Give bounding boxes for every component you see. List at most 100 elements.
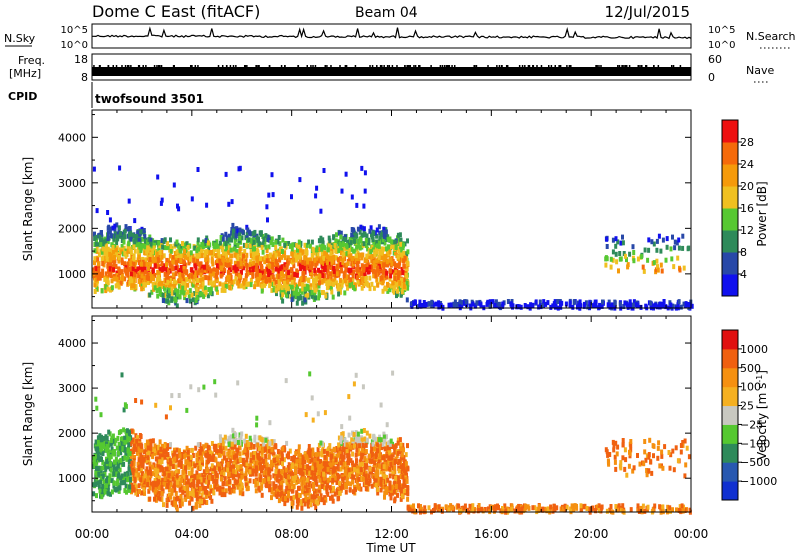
data-cell <box>181 253 185 259</box>
data-cell <box>244 273 248 279</box>
data-cell <box>103 250 107 256</box>
freq-jitter-mark <box>314 65 317 67</box>
data-cell <box>282 466 286 472</box>
data-cell <box>313 292 316 298</box>
data-cell <box>160 238 164 244</box>
data-cell <box>605 244 609 249</box>
data-cell <box>324 479 328 485</box>
freq-jitter-mark <box>657 65 660 67</box>
data-cell <box>293 242 297 248</box>
data-cell <box>166 279 170 285</box>
freq-jitter-mark <box>496 65 498 67</box>
freq-jitter-mark <box>257 65 259 67</box>
data-cell <box>198 502 202 508</box>
data-cell <box>364 275 368 281</box>
data-cell <box>201 281 205 287</box>
data-cell <box>295 268 299 274</box>
data-cell <box>230 444 234 450</box>
data-cell <box>271 450 275 456</box>
data-cell <box>377 239 381 245</box>
data-cell <box>322 267 326 273</box>
data-cell <box>372 260 376 266</box>
data-cell <box>271 264 275 270</box>
freq-label-2: [MHz] <box>9 67 41 80</box>
data-cell <box>471 301 475 307</box>
data-cell <box>618 256 622 262</box>
data-cell <box>355 275 359 281</box>
data-cell <box>261 256 265 262</box>
data-cell <box>112 480 116 486</box>
data-cell <box>306 457 310 463</box>
data-cell <box>135 234 139 239</box>
data-cell <box>360 285 364 291</box>
data-cell <box>300 505 304 511</box>
data-cell <box>127 241 131 247</box>
freq-jitter-mark <box>419 65 421 67</box>
data-cell <box>328 469 332 475</box>
data-cell <box>130 428 134 434</box>
data-cell <box>149 237 153 243</box>
data-cell <box>183 453 187 459</box>
data-cell <box>486 299 490 305</box>
freq-jitter-mark <box>344 65 347 67</box>
data-cell <box>127 266 131 272</box>
data-cell <box>458 299 462 305</box>
data-cell <box>632 258 636 264</box>
data-cell <box>578 299 582 305</box>
data-cell <box>106 268 110 274</box>
freq-jitter-mark <box>268 65 271 67</box>
nsearch-label: N.Search <box>746 30 796 43</box>
data-cell <box>368 254 372 260</box>
freq-jitter-mark <box>625 65 628 67</box>
data-cell <box>363 258 367 264</box>
data-cell <box>232 488 236 494</box>
data-cell <box>380 246 384 252</box>
data-cell <box>101 483 105 489</box>
data-cell <box>171 272 175 278</box>
data-cell <box>145 466 149 472</box>
data-cell <box>319 493 323 499</box>
data-cell <box>160 254 164 260</box>
data-cell <box>141 259 145 265</box>
data-cell <box>175 303 179 309</box>
data-cell <box>165 270 169 276</box>
data-cell <box>230 472 234 478</box>
data-cell <box>126 272 130 278</box>
data-cell <box>274 288 278 294</box>
data-cell <box>302 498 306 504</box>
data-cell <box>395 263 399 269</box>
data-cell <box>340 282 344 288</box>
data-cell <box>290 297 294 302</box>
freq-jitter-mark <box>554 65 556 67</box>
data-cell <box>384 479 388 485</box>
data-cell <box>200 264 204 270</box>
data-cell <box>254 273 258 279</box>
data-cell <box>337 269 341 275</box>
freq-jitter-mark <box>408 65 410 67</box>
data-cell <box>614 236 618 242</box>
data-cell <box>162 481 166 487</box>
data-cell <box>169 244 173 250</box>
data-cell <box>221 437 225 443</box>
freq-jitter-mark <box>409 65 412 67</box>
data-cell <box>254 471 258 477</box>
data-cell <box>538 299 542 305</box>
data-cell <box>122 446 126 452</box>
data-cell <box>109 273 113 278</box>
data-cell <box>150 289 154 295</box>
data-cell <box>393 276 397 281</box>
data-cell <box>559 300 562 306</box>
data-cell <box>252 260 256 266</box>
data-cell <box>93 282 97 288</box>
data-cell <box>329 475 333 481</box>
data-cell <box>106 286 110 292</box>
data-cell <box>223 434 227 440</box>
freq-jitter-mark <box>107 65 109 67</box>
data-cell <box>358 435 362 441</box>
data-cell <box>224 241 228 247</box>
data-cell <box>643 247 647 253</box>
data-cell <box>329 244 333 250</box>
data-cell <box>242 284 246 290</box>
colorbar-swatch <box>722 208 738 231</box>
data-cell <box>215 286 219 292</box>
